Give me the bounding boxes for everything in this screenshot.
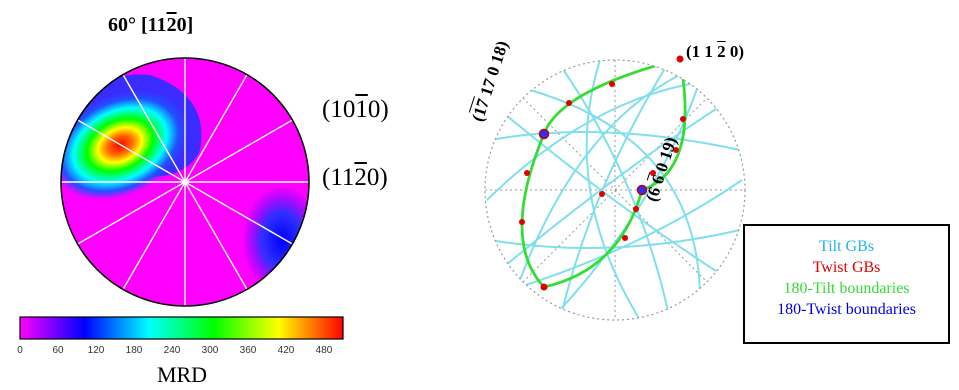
pole-figure-boundary [60, 57, 310, 307]
pole-label-11-20: (1 1 2 0) [686, 42, 745, 61]
legend-item-tilt-gbs: Tilt GBs [819, 238, 874, 255]
colorbar-tick-label: 180 [125, 345, 143, 356]
colorbar-tick-label: 240 [163, 345, 181, 356]
legend-item-twist-gbs: Twist GBs [812, 259, 881, 276]
legend-box: Tilt GBs Twist GBs 180-Tilt boundaries 1… [743, 224, 950, 344]
stereographic-projection [484, 55, 746, 321]
mrd-pole-figure [60, 57, 310, 307]
projection-boundary [484, 59, 746, 321]
plane-label-11-20: (1120) [322, 164, 388, 191]
density-region-lower-right [242, 185, 309, 295]
pole-figure-grid-lines [61, 58, 309, 306]
legend-item-180-twist: 180-Twist boundaries [777, 301, 916, 318]
twist-180-boundary-points [538, 128, 648, 196]
colorbar-tick-label: 120 [87, 345, 105, 356]
colorbar-tick-label: 0 [17, 345, 23, 356]
pole-figure-title: 60° [1120] [108, 14, 194, 36]
twist-gb-points [519, 55, 686, 291]
grid-spoke [77, 119, 293, 245]
colorbar-tick-label: 480 [315, 345, 333, 356]
plane-label-10-10: (1010) [322, 96, 389, 123]
colorbar-tick-label: 360 [239, 345, 257, 356]
colorbar-tick-label: 60 [52, 345, 64, 356]
reference-grid [485, 60, 745, 320]
tilt-gb-arcs [486, 60, 743, 320]
colorbar [19, 316, 344, 340]
colorbar-tick-label: 420 [277, 345, 295, 356]
colorbar-gradient [19, 316, 344, 340]
legend-item-180-tilt: 180-Tilt boundaries [783, 280, 910, 297]
colorbar-label: MRD [156, 362, 208, 387]
colorbar-tick-label: 300 [201, 345, 219, 356]
